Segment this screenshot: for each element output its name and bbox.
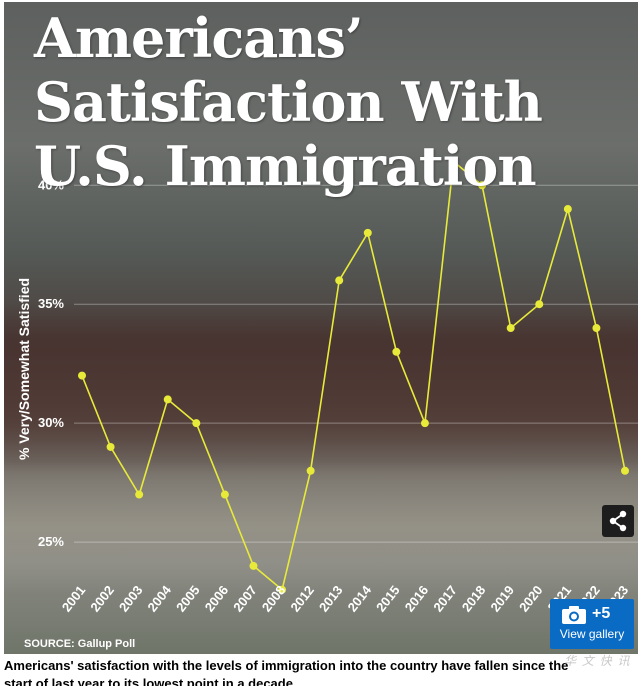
data-point-2021	[563, 205, 572, 214]
data-point-2023	[621, 466, 629, 475]
background-ground-band	[4, 462, 638, 592]
x-tick-label: 2006	[202, 583, 232, 615]
gallery-label: View gallery	[559, 627, 625, 641]
data-point-2022	[592, 324, 601, 333]
y-axis-label: % Very/Somewhat Satisfied	[16, 277, 32, 461]
x-tick-label: 2013	[316, 583, 346, 615]
data-point-2008	[278, 585, 287, 594]
x-tick-label: 2002	[87, 583, 117, 615]
data-point-2006	[220, 490, 229, 499]
series-line	[81, 159, 626, 592]
data-point-2013	[335, 276, 344, 285]
data-point-2001	[78, 371, 86, 380]
y-axis-label-wrap: % Very/Somewhat Satisfied	[14, 264, 34, 474]
data-point-2019	[506, 324, 515, 333]
x-tick-label: 2001	[59, 583, 89, 615]
x-tick-labels: 2001200220032004200520062007200820122013…	[59, 582, 632, 615]
grid-lines	[74, 184, 638, 543]
data-point-2004	[163, 395, 172, 404]
y-tick-label: 40%	[38, 177, 64, 192]
data-point-2005	[192, 419, 201, 428]
x-tick-label: 2004	[144, 582, 174, 615]
chart-frame: 25% 30% 35% 40% 2001 2002 2003 2004 2005 2006 200…	[4, 2, 638, 654]
data-point-2017	[449, 157, 458, 166]
y-tick-labels: 25% 30% 35% 40%	[38, 177, 64, 549]
data-point-2020	[535, 300, 544, 309]
data-points	[78, 157, 629, 594]
data-point-2007	[249, 561, 258, 570]
image-caption: Americans' satisfaction with the levels …	[4, 658, 569, 686]
gallery-count: +5	[592, 605, 611, 622]
chart-title: Americans’ Satisfaction With U.S. Immigr…	[34, 6, 543, 198]
watermark: 华 文 快 讯	[564, 654, 631, 668]
share-button[interactable]	[602, 505, 634, 537]
x-tick-label: 2020	[516, 583, 546, 615]
data-point-2016	[420, 419, 429, 428]
x-tick-label: 2014	[345, 582, 375, 615]
data-point-2018	[478, 181, 487, 190]
data-point-2014	[363, 228, 372, 237]
data-point-2003	[135, 490, 144, 499]
x-tick-label: 2016	[402, 583, 432, 615]
y-tick-label: 35%	[38, 296, 64, 311]
x-tick-label: 2012	[287, 583, 317, 615]
x-tick-label: 2003	[116, 583, 146, 615]
data-point-2002	[106, 442, 115, 451]
y-tick-label: 25%	[38, 534, 64, 549]
x-tick-label: 2015	[373, 583, 403, 615]
view-gallery-button[interactable]: +5 View gallery	[550, 599, 634, 649]
y-tick-label: 30%	[38, 415, 64, 430]
line-chart: 25% 30% 35% 40% 200120022003200420052006200…	[38, 157, 638, 615]
data-point-2012	[306, 466, 315, 475]
source-credit: SOURCE: Gallup Poll	[24, 638, 136, 650]
x-tick-label: 2005	[173, 583, 203, 615]
x-tick-label: 2017	[430, 583, 460, 615]
x-tick-label: 2007	[230, 583, 260, 615]
data-point-2015	[392, 347, 401, 356]
share-icon	[609, 510, 627, 532]
x-tick-label: 2018	[459, 583, 489, 615]
camera-icon	[562, 606, 586, 624]
x-tick-label: 2019	[487, 583, 517, 615]
